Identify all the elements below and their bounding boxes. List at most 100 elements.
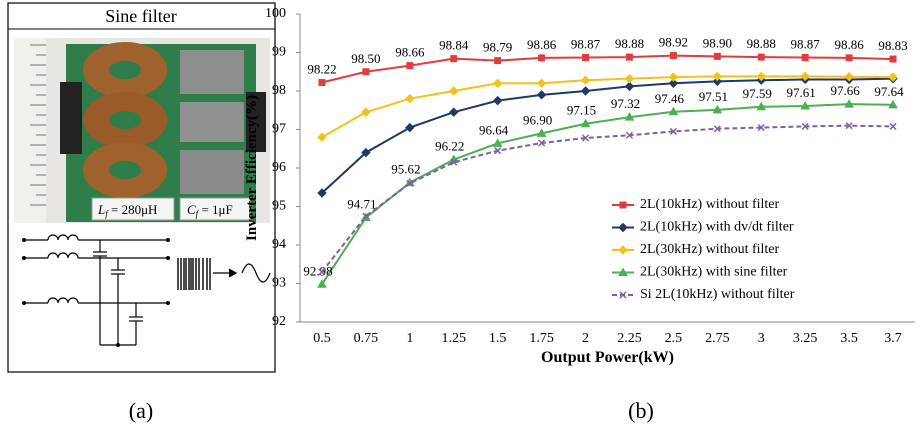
symbol: C: [187, 202, 196, 217]
value-label: 97.46: [655, 91, 685, 106]
data-point: [582, 54, 590, 62]
data-point: [624, 73, 635, 84]
data-point: [624, 112, 635, 121]
data-point: [580, 86, 591, 96]
data-point: [317, 279, 327, 288]
value-label: 98.66: [395, 45, 425, 60]
value-label: 98.86: [527, 37, 557, 52]
data-point: [362, 212, 370, 220]
caption: (b): [628, 398, 654, 423]
data-point: [669, 127, 677, 135]
data-point: [405, 93, 415, 104]
data-point: [580, 118, 591, 128]
filter-photo: [14, 38, 270, 223]
value: = 280μH: [108, 202, 158, 217]
value-label: 96.64: [479, 122, 509, 137]
data-point: [757, 124, 765, 132]
value-label: 98.92: [659, 35, 688, 50]
value-label: 98.87: [791, 37, 821, 52]
y-tick-label: 94: [272, 237, 286, 252]
legend-label: 2L(10kHz) without filter: [640, 197, 780, 212]
data-point: [800, 71, 810, 82]
data-point: [712, 71, 723, 82]
data-point: [625, 53, 633, 61]
value-label: 98.83: [878, 38, 907, 53]
x-tick-label: 0.5: [313, 331, 331, 346]
x-tick-label: 3.7: [884, 331, 902, 346]
x-axis-label: Output Power(kW): [541, 349, 674, 366]
data-point: [538, 139, 546, 147]
value-label: 96.22: [435, 139, 464, 154]
data-point: [668, 72, 679, 82]
value-label: 97.51: [699, 89, 728, 104]
data-point: [669, 52, 677, 60]
data-point: [712, 104, 723, 114]
data-point: [538, 54, 546, 62]
series-line: [321, 54, 894, 84]
x-tick-label: 2.5: [665, 331, 683, 346]
data-point: [668, 106, 679, 116]
data-point: [713, 52, 721, 60]
symbol: L: [97, 202, 105, 217]
data-point: [580, 75, 591, 85]
y-tick-label: 97: [272, 122, 286, 137]
legend-marker: [619, 291, 627, 299]
y-tick-label: 96: [272, 160, 286, 175]
y-tick-label: 95: [272, 199, 286, 214]
data-point: [450, 55, 458, 63]
legend-label: 2L(30kHz) with sine filter: [640, 265, 788, 280]
data-point: [317, 132, 327, 142]
data-point: [362, 68, 370, 76]
data-point: [492, 78, 503, 89]
data-point: [405, 122, 415, 133]
legend-marker: [618, 222, 628, 233]
y-tick-label: 98: [272, 83, 286, 98]
data-point: [845, 54, 853, 62]
value-label: 98.88: [615, 36, 644, 51]
y-tick-label: 92: [272, 314, 286, 329]
data-point: [406, 62, 414, 70]
x-tick-label: 3: [758, 331, 765, 346]
x-tick-label: 2.75: [705, 331, 730, 346]
data-point: [582, 134, 590, 142]
value-label: 98.79: [483, 40, 512, 55]
value-label: 98.86: [834, 37, 864, 52]
data-point: [494, 57, 502, 65]
value-label: 98.50: [351, 51, 380, 66]
value-label: 98.87: [571, 37, 601, 52]
data-point: [625, 131, 633, 139]
value-label: 98.88: [747, 36, 776, 51]
capacitor-label: Cf = 1μF: [187, 202, 233, 219]
data-point: [449, 107, 459, 117]
series-line: [321, 124, 894, 273]
data-point: [494, 147, 502, 155]
data-point: [757, 53, 765, 61]
y-tick-label: 100: [265, 6, 286, 21]
legend-label: Si 2L(10kHz) without filter: [640, 287, 795, 302]
value: = 1μF: [198, 202, 233, 217]
data-point: [845, 122, 853, 130]
data-point: [536, 78, 547, 89]
data-point: [888, 99, 898, 109]
legend-marker: [619, 201, 627, 209]
value-label: 94.71: [347, 197, 376, 212]
legend-marker: [618, 245, 628, 255]
legend-label: 2L(30kHz) without filter: [640, 242, 780, 257]
data-point: [712, 76, 723, 87]
value-label: 97.59: [743, 86, 772, 101]
data-point: [756, 71, 766, 82]
x-tick-label: 3.5: [840, 331, 858, 346]
value-label: 97.61: [787, 85, 816, 100]
value-label: 98.22: [307, 62, 336, 77]
data-point: [449, 86, 459, 96]
y-axis-label: Inverter Efficiency(%): [244, 95, 260, 241]
data-point: [844, 72, 854, 82]
data-point: [317, 188, 327, 198]
value-label: 97.66: [830, 83, 860, 98]
series-line: [321, 77, 894, 194]
data-point: [624, 81, 635, 92]
panel-frame: [7, 2, 276, 373]
legend-marker: [618, 267, 628, 276]
value-label: 95.62: [391, 162, 420, 177]
